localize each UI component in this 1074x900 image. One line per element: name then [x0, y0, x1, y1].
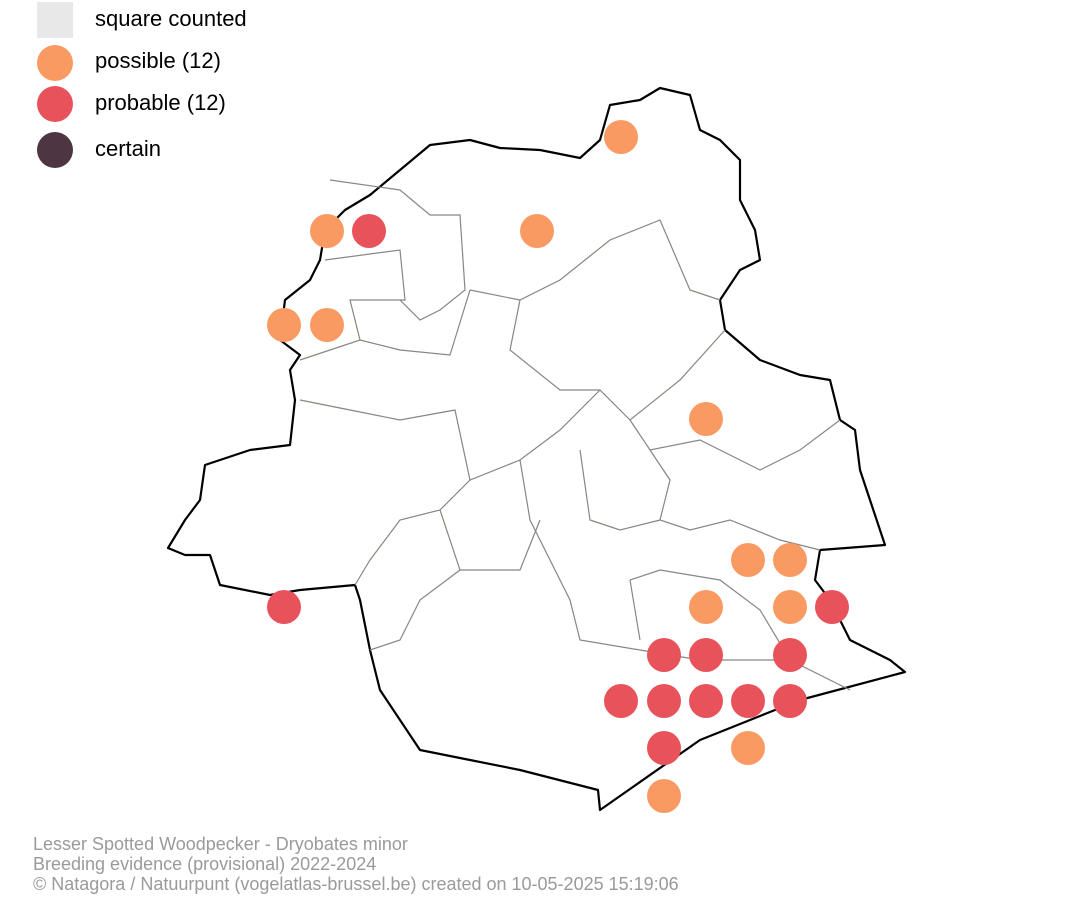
probable-dot — [352, 214, 386, 248]
probable-dot — [647, 684, 681, 718]
probable-dot — [815, 590, 849, 624]
legend-label: possible (12) — [95, 48, 221, 73]
legend-swatch — [37, 132, 73, 168]
municipality-borders — [299, 179, 851, 691]
possible-dot — [604, 120, 638, 154]
possible-dot — [773, 590, 807, 624]
probable-dot — [773, 684, 807, 718]
possible-dot — [310, 308, 344, 342]
possible-dot — [647, 779, 681, 813]
probable-dot — [267, 590, 301, 624]
possible-dot — [267, 308, 301, 342]
legend-swatch — [37, 45, 73, 81]
probable-dot — [689, 684, 723, 718]
possible-dot — [773, 543, 807, 577]
probable-dot — [647, 731, 681, 765]
legend: square counted possible (12) probable (1… — [37, 2, 247, 168]
footer-line: Lesser Spotted Woodpecker - Dryobates mi… — [33, 834, 408, 854]
possible-dot — [731, 731, 765, 765]
region-map — [166, 86, 907, 812]
region-boundary — [166, 86, 907, 812]
possible-dot — [731, 543, 765, 577]
possible-dot — [689, 590, 723, 624]
legend-swatch — [37, 2, 73, 38]
legend-label: probable (12) — [95, 90, 226, 115]
observation-dots — [267, 120, 849, 813]
probable-dot — [604, 684, 638, 718]
footer-line: © Natagora / Natuurpunt (vogelatlas-brus… — [33, 874, 679, 894]
probable-dot — [731, 684, 765, 718]
legend-swatch — [37, 86, 73, 122]
footer-line: Breeding evidence (provisional) 2022-202… — [33, 854, 376, 874]
footer: Lesser Spotted Woodpecker - Dryobates mi… — [33, 834, 679, 894]
possible-dot — [310, 214, 344, 248]
probable-dot — [689, 638, 723, 672]
probable-dot — [647, 638, 681, 672]
legend-label: square counted — [95, 6, 247, 31]
legend-label: certain — [95, 136, 161, 161]
possible-dot — [520, 214, 554, 248]
possible-dot — [689, 402, 723, 436]
probable-dot — [773, 638, 807, 672]
